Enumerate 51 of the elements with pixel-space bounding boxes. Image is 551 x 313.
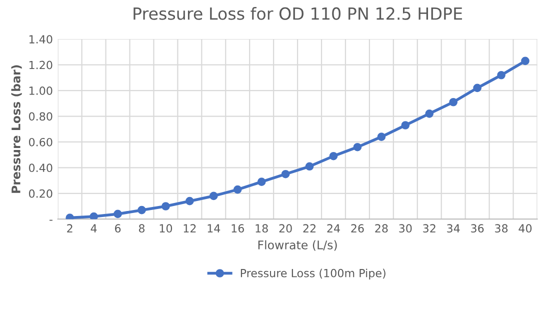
chart-title: Pressure Loss for OD 110 PN 12.5 HDPE	[134, 7, 462, 20]
x-tick-label: 18	[256, 224, 268, 233]
y-axis-title: Pressure Loss (bar)	[11, 65, 22, 193]
x-tick-label: 16	[232, 224, 244, 233]
x-tick-label: 28	[375, 224, 388, 233]
x-tick-label: 22	[303, 224, 316, 232]
point	[138, 206, 146, 214]
point	[90, 212, 98, 220]
point	[449, 98, 458, 106]
x-tick-label: 36	[471, 224, 484, 233]
point	[162, 202, 170, 210]
x-tick-label: 2	[67, 224, 72, 232]
point	[209, 192, 218, 200]
y-tick-label: -	[50, 220, 52, 221]
x-tick-label: 12	[184, 224, 196, 232]
legend-label: Pressure Loss (100m Pipe)	[240, 268, 386, 280]
x-tick-label: 20	[279, 224, 292, 233]
x-tick-label: 6	[115, 224, 121, 233]
y-tick-label: 1.00	[29, 86, 52, 95]
point	[425, 110, 434, 118]
point	[401, 121, 410, 130]
point	[305, 162, 314, 171]
x-tick-label: 32	[423, 224, 436, 233]
x-tick-label: 34	[447, 224, 460, 233]
x-tick-label: 38	[495, 224, 508, 233]
y-tick-label: 0.40	[28, 164, 52, 172]
point	[497, 70, 506, 80]
x-axis-title: Flowrate (L/s)	[258, 240, 337, 251]
x-tick-label: 40	[518, 224, 532, 233]
x-tick-label: 24	[327, 224, 340, 232]
point	[521, 56, 530, 66]
point	[114, 210, 122, 218]
y-tick-label: 0.20	[28, 189, 52, 198]
point	[257, 178, 266, 186]
point	[473, 84, 482, 92]
point	[377, 132, 386, 141]
x-tick-label: 30	[399, 224, 412, 233]
x-tick-label: 8	[138, 224, 145, 233]
y-tick-label: 0.60	[28, 138, 52, 146]
point	[233, 185, 242, 194]
x-tick-label: 14	[208, 224, 220, 232]
point	[281, 170, 290, 178]
x-tick-label: 10	[160, 224, 172, 233]
y-tick-label: 1.40	[29, 35, 52, 44]
point	[329, 152, 338, 160]
point	[353, 142, 362, 152]
point	[186, 196, 194, 206]
y-tick-label: 0.80	[28, 112, 52, 121]
x-tick-label: 26	[351, 224, 364, 233]
y-tick-label: 1.20	[29, 60, 52, 70]
x-tick-label: 4	[90, 224, 97, 232]
